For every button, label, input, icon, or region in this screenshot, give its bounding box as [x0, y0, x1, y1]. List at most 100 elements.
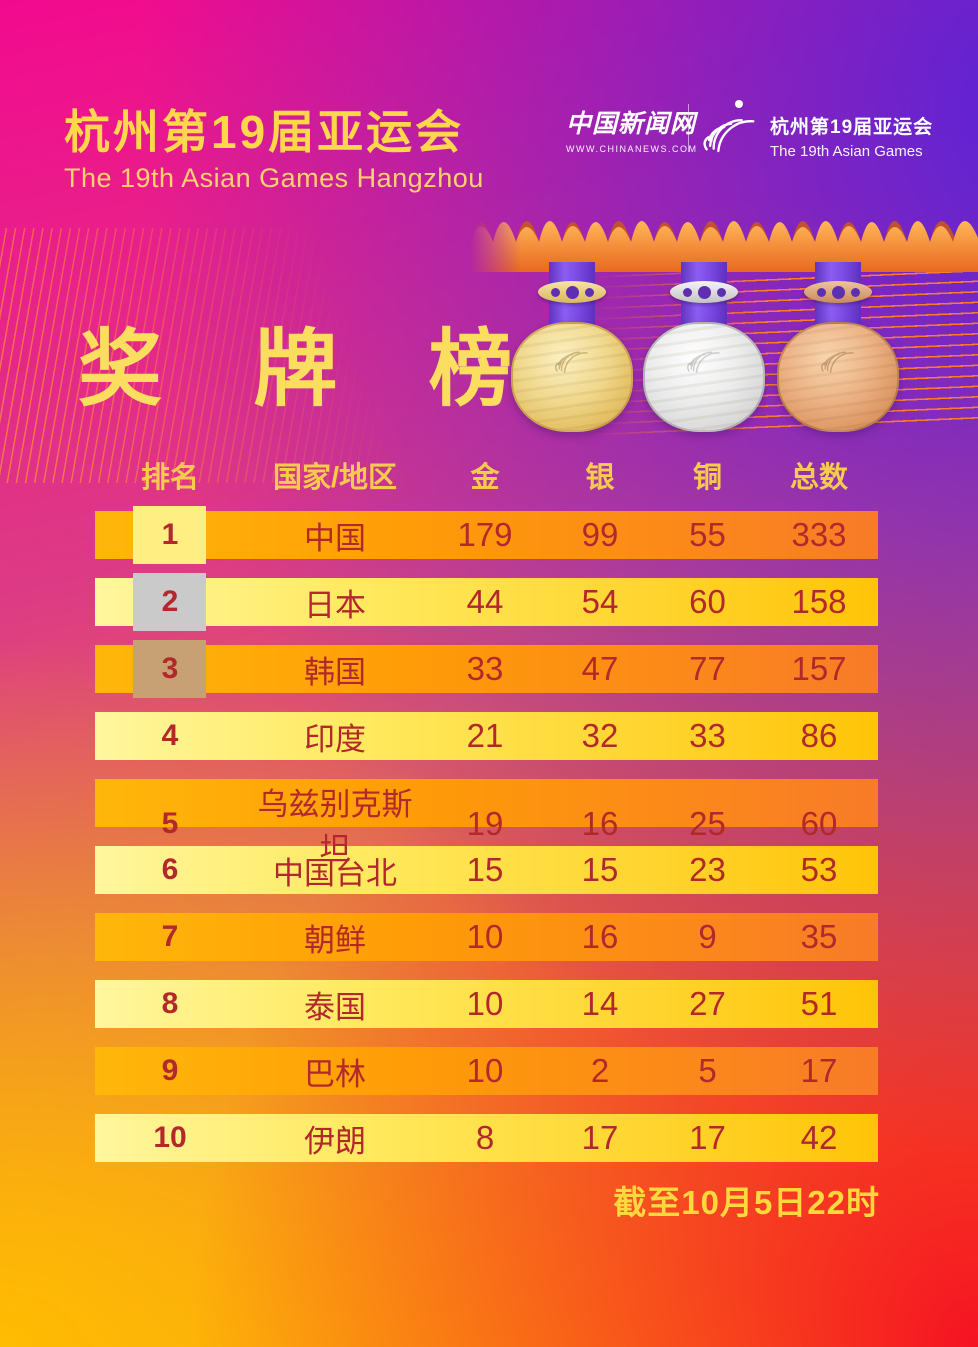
page-title: 杭州第19届亚运会: [64, 106, 465, 158]
cell-silver: 54: [581, 583, 619, 620]
cell-rank: 3: [161, 652, 179, 685]
cell-silver: 16: [581, 918, 619, 955]
header-silver: 银: [585, 462, 615, 494]
cell-country: 韩国: [304, 654, 366, 690]
cell-rank: 4: [161, 719, 179, 752]
cell-gold: 10: [466, 1052, 504, 1089]
cell-rank: 6: [161, 853, 179, 886]
cell-total: 86: [800, 717, 838, 754]
cell-country: 伊朗: [304, 1123, 366, 1159]
chinanews-logo-text: 中国新闻网: [566, 110, 697, 138]
cell-gold: 10: [466, 918, 504, 955]
cell-gold: 21: [466, 717, 504, 754]
cell-rank: 1: [161, 518, 179, 551]
cell-bronze: 55: [689, 516, 726, 553]
cell-total: 53: [800, 851, 838, 888]
rank-gold-chip: [133, 506, 206, 564]
table-row: 3 韩国 33 47 77 157: [95, 640, 878, 698]
cell-total: 158: [791, 583, 847, 620]
cell-bronze: 60: [689, 583, 726, 620]
table-row: 1 中国 179 99 55 333: [95, 506, 878, 564]
cell-gold: 19: [466, 805, 504, 842]
header-gold: 金: [470, 462, 500, 494]
cell-gold: 179: [457, 516, 513, 553]
cell-total: 60: [800, 805, 838, 842]
cell-country: 中国: [304, 520, 366, 556]
cell-bronze: 25: [689, 805, 726, 842]
cell-rank: 8: [161, 987, 179, 1020]
header-total: 总数: [789, 462, 848, 494]
cell-bronze: 27: [689, 985, 726, 1022]
sun-icon: [735, 100, 743, 108]
cutoff-timestamp: 截至10月5日22时: [613, 1184, 880, 1221]
header-rank: 排名: [140, 462, 199, 494]
table-row: 10 伊朗 8 17 17 42: [95, 1114, 878, 1162]
header-bronze: 铜: [692, 462, 722, 494]
cell-gold: 8: [475, 1119, 495, 1156]
gold-medal-icon: [510, 262, 634, 447]
asian-games-fan-icon: [700, 112, 760, 154]
silver-medal-icon: [642, 262, 766, 447]
page-subtitle: The 19th Asian Games Hangzhou: [64, 163, 484, 193]
emblem-title-en: The 19th Asian Games: [770, 143, 923, 160]
cell-bronze: 33: [689, 717, 726, 754]
cell-silver: 47: [581, 650, 619, 687]
section-title-medal-table: 奖 牌 榜: [78, 322, 547, 416]
table-row: 5 乌兹别克斯坦 19 16 25 60: [95, 779, 878, 867]
cell-gold: 33: [466, 650, 504, 687]
cell-bronze: 9: [698, 918, 717, 955]
rank-bronze-chip: [133, 640, 206, 698]
cell-rank: 5: [161, 807, 179, 840]
cell-total: 157: [791, 650, 847, 687]
bronze-medal-disc: [777, 322, 899, 432]
cell-silver: 17: [581, 1119, 619, 1156]
chinanews-logo: 中国新闻网 WWW.CHINANEWS.COM: [566, 104, 698, 154]
logo-divider: [688, 104, 689, 152]
cell-silver: 14: [581, 985, 619, 1022]
cell-country: 印度: [304, 721, 366, 757]
cell-gold: 10: [466, 985, 504, 1022]
cell-silver: 16: [581, 805, 619, 842]
medal-clasp: [538, 281, 606, 303]
cell-silver: 99: [581, 516, 619, 553]
flame-decoration: [470, 220, 978, 272]
medal-clasp: [804, 281, 872, 303]
cell-rank: 9: [161, 1054, 179, 1087]
table-row: 4 印度 21 32 33 86: [95, 712, 878, 760]
cell-silver: 32: [581, 717, 619, 754]
chinanews-url: WWW.CHINANEWS.COM: [566, 144, 698, 154]
emblem-title-cn: 杭州第19届亚运会: [770, 117, 934, 138]
cell-rank: 2: [161, 585, 179, 618]
cell-total: 35: [800, 918, 838, 955]
bronze-medal-icon: [776, 262, 900, 447]
cell-rank: 10: [153, 1121, 187, 1154]
cell-bronze: 5: [698, 1052, 717, 1089]
table-row: 7 朝鲜 10 16 9 35: [95, 913, 878, 961]
cell-country: 巴林: [304, 1056, 366, 1092]
cell-bronze: 17: [689, 1119, 726, 1156]
cell-total: 333: [791, 516, 847, 553]
cell-gold: 15: [466, 851, 504, 888]
cell-rank: 7: [161, 920, 179, 953]
rank-silver-chip: [133, 573, 206, 631]
cell-country: 泰国: [304, 989, 366, 1025]
cell-total: 51: [800, 985, 838, 1022]
table-row: 9 巴林 10 2 5 17: [95, 1047, 878, 1095]
cell-country: 朝鲜: [304, 922, 366, 958]
header-country: 国家/地区: [272, 462, 398, 494]
silver-medal-disc: [643, 322, 765, 432]
cell-country: 日本: [304, 587, 366, 623]
table-header: 排名 国家/地区 金 银 铜 总数: [95, 452, 878, 498]
cell-bronze: 77: [689, 650, 726, 687]
cell-silver: 15: [581, 851, 619, 888]
table-row: 2 日本 44 54 60 158: [95, 573, 878, 631]
cell-country: 乌兹别克斯坦: [257, 787, 413, 867]
cell-bronze: 23: [689, 851, 726, 888]
diagonal-lines-decoration: [0, 228, 500, 483]
cell-total: 42: [800, 1119, 838, 1156]
cell-country: 中国台北: [273, 855, 397, 891]
cell-total: 17: [800, 1052, 838, 1089]
asian-games-emblem: 杭州第19届亚运会 The 19th Asian Games: [770, 112, 933, 160]
medal-clasp: [670, 281, 738, 303]
